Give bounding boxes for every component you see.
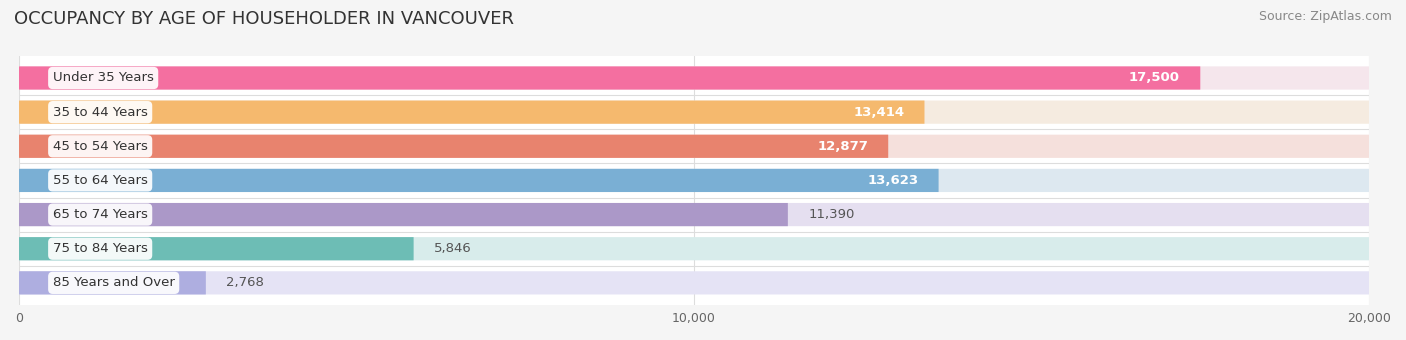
FancyBboxPatch shape bbox=[20, 66, 1369, 90]
Text: 13,623: 13,623 bbox=[868, 174, 918, 187]
FancyBboxPatch shape bbox=[20, 237, 413, 260]
Text: 75 to 84 Years: 75 to 84 Years bbox=[53, 242, 148, 255]
FancyBboxPatch shape bbox=[20, 169, 1369, 192]
Text: Source: ZipAtlas.com: Source: ZipAtlas.com bbox=[1258, 10, 1392, 23]
FancyBboxPatch shape bbox=[20, 101, 1369, 124]
Text: 13,414: 13,414 bbox=[853, 106, 904, 119]
FancyBboxPatch shape bbox=[20, 135, 889, 158]
Text: 35 to 44 Years: 35 to 44 Years bbox=[53, 106, 148, 119]
FancyBboxPatch shape bbox=[20, 271, 205, 294]
Text: 45 to 54 Years: 45 to 54 Years bbox=[53, 140, 148, 153]
Text: 85 Years and Over: 85 Years and Over bbox=[53, 276, 174, 289]
FancyBboxPatch shape bbox=[20, 66, 1201, 90]
FancyBboxPatch shape bbox=[20, 169, 939, 192]
Text: 55 to 64 Years: 55 to 64 Years bbox=[53, 174, 148, 187]
Text: 65 to 74 Years: 65 to 74 Years bbox=[53, 208, 148, 221]
FancyBboxPatch shape bbox=[20, 237, 1369, 260]
FancyBboxPatch shape bbox=[20, 203, 1369, 226]
FancyBboxPatch shape bbox=[20, 101, 925, 124]
FancyBboxPatch shape bbox=[20, 203, 787, 226]
FancyBboxPatch shape bbox=[20, 135, 1369, 158]
FancyBboxPatch shape bbox=[20, 271, 1369, 294]
Text: 11,390: 11,390 bbox=[808, 208, 855, 221]
Text: 2,768: 2,768 bbox=[226, 276, 264, 289]
Text: OCCUPANCY BY AGE OF HOUSEHOLDER IN VANCOUVER: OCCUPANCY BY AGE OF HOUSEHOLDER IN VANCO… bbox=[14, 10, 515, 28]
Text: Under 35 Years: Under 35 Years bbox=[53, 71, 153, 85]
Text: 17,500: 17,500 bbox=[1129, 71, 1180, 85]
Text: 5,846: 5,846 bbox=[434, 242, 471, 255]
Text: 12,877: 12,877 bbox=[817, 140, 868, 153]
